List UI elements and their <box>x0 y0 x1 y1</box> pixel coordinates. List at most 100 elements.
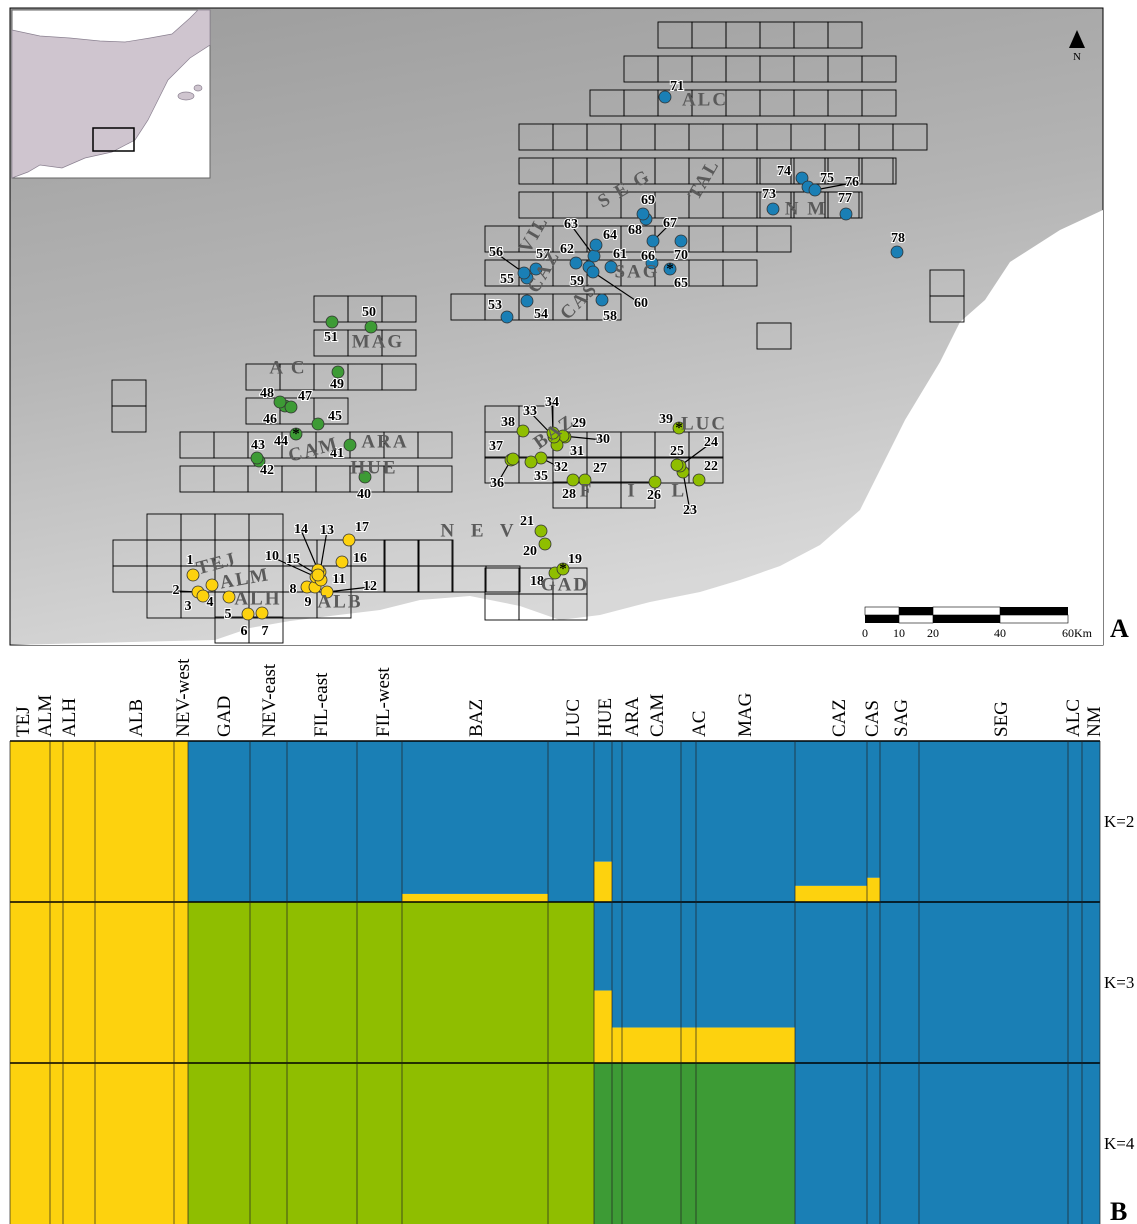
site-number: 27 <box>593 461 607 476</box>
ancestry-segment <box>622 1028 681 1063</box>
site-number: 63 <box>564 217 578 232</box>
ancestry-segment <box>919 902 1068 1063</box>
structure-plot: TEJALMALHALBNEV-westGADNEV-eastFIL-eastF… <box>10 658 1135 1224</box>
site-number: 69 <box>641 193 655 208</box>
scale-label: 40 <box>994 626 1006 640</box>
k-label: K=2 <box>1104 812 1134 831</box>
ancestry-segment <box>50 1063 63 1224</box>
ancestry-segment <box>402 1063 548 1224</box>
ancestry-segment <box>50 741 63 902</box>
site-number: 64 <box>603 228 617 243</box>
population-label: F I L <box>580 480 700 501</box>
site-dot <box>517 425 529 437</box>
island <box>178 92 194 100</box>
population-header: SEG <box>991 701 1012 737</box>
ancestry-segment <box>548 741 594 902</box>
ancestry-segment <box>919 741 1068 902</box>
site-number: 76 <box>845 175 859 190</box>
ancestry-segment <box>681 741 696 902</box>
site-dot <box>671 459 683 471</box>
population-label: SAG <box>614 261 659 282</box>
site-dot <box>587 266 599 278</box>
ancestry-segment <box>174 902 188 1063</box>
ancestry-segment <box>357 902 402 1063</box>
population-label: ALC <box>682 89 728 110</box>
ancestry-segment <box>1082 741 1100 902</box>
site-number: 35 <box>534 469 548 484</box>
site-number: 65 <box>674 276 688 291</box>
site-dot <box>312 418 324 430</box>
k-label: K=4 <box>1104 1134 1135 1153</box>
site-number: 58 <box>603 309 617 324</box>
site-number: 32 <box>554 460 568 475</box>
site-dot <box>637 208 649 220</box>
population-header: NEV-east <box>259 663 280 737</box>
scale-segment <box>865 607 899 615</box>
site-number: 61 <box>613 247 627 262</box>
population-label: GAD <box>541 574 589 595</box>
population-header: CAS <box>862 700 883 737</box>
population-label: ARA <box>361 431 408 452</box>
population-header: LUC <box>563 699 584 737</box>
site-number: 49 <box>330 377 344 392</box>
site-number: 25 <box>670 444 684 459</box>
site-marker: * <box>292 426 300 442</box>
site-number: 78 <box>891 231 905 246</box>
site-number: 33 <box>523 404 537 419</box>
ancestry-segment <box>1082 902 1100 1063</box>
site-number: 19 <box>568 552 582 567</box>
ancestry-segment <box>681 1063 696 1224</box>
ancestry-segment <box>795 741 867 886</box>
site-number: 45 <box>328 409 342 424</box>
ancestry-segment <box>250 902 287 1063</box>
population-header: ALB <box>126 699 147 737</box>
scale-segment <box>1000 607 1068 615</box>
site-dot <box>343 534 355 546</box>
site-number: 46 <box>263 412 277 427</box>
population-header: SAG <box>891 699 912 737</box>
ancestry-segment <box>594 902 612 991</box>
ancestry-segment <box>612 1028 622 1063</box>
map: 123456789101112131415161718*192021222324… <box>10 8 1129 645</box>
ancestry-segment <box>287 902 357 1063</box>
north-label: N <box>1073 51 1081 63</box>
ancestry-segment <box>188 1063 250 1224</box>
ancestry-segment <box>1068 741 1082 902</box>
ancestry-segment <box>174 741 188 902</box>
site-dot <box>501 311 513 323</box>
population-header: ALC <box>1063 699 1084 737</box>
ancestry-segment <box>594 862 612 902</box>
population-header: ALH <box>59 698 80 737</box>
site-dot <box>336 556 348 568</box>
scale-segment <box>899 615 933 623</box>
site-dot <box>588 250 600 262</box>
ancestry-segment <box>95 741 174 902</box>
ancestry-segment <box>287 1063 357 1224</box>
site-number: 34 <box>545 395 559 410</box>
ancestry-segment <box>612 741 622 902</box>
site-dot <box>675 235 687 247</box>
scale-label: 0 <box>862 626 868 640</box>
site-dot <box>242 608 254 620</box>
ancestry-segment <box>622 1063 681 1224</box>
site-dot <box>251 452 263 464</box>
population-header: ARA <box>622 697 643 737</box>
site-number: 20 <box>523 544 537 559</box>
ancestry-segment <box>10 902 50 1063</box>
site-number: 77 <box>838 191 852 206</box>
site-number: 11 <box>332 572 345 587</box>
scale-label: 60Km <box>1062 626 1093 640</box>
ancestry-segment <box>795 1063 867 1224</box>
site-number: 5 <box>225 607 232 622</box>
ancestry-segment <box>681 902 696 1028</box>
ancestry-segment <box>622 902 681 1028</box>
ancestry-segment <box>612 1063 622 1224</box>
panel-label: B <box>1110 1197 1127 1224</box>
ancestry-segment <box>919 1063 1068 1224</box>
ancestry-segment <box>795 886 867 902</box>
site-dot <box>521 295 533 307</box>
site-number: 28 <box>562 487 576 502</box>
ancestry-segment <box>10 1063 50 1224</box>
population-header: FIL-east <box>311 672 332 737</box>
island <box>194 85 202 91</box>
